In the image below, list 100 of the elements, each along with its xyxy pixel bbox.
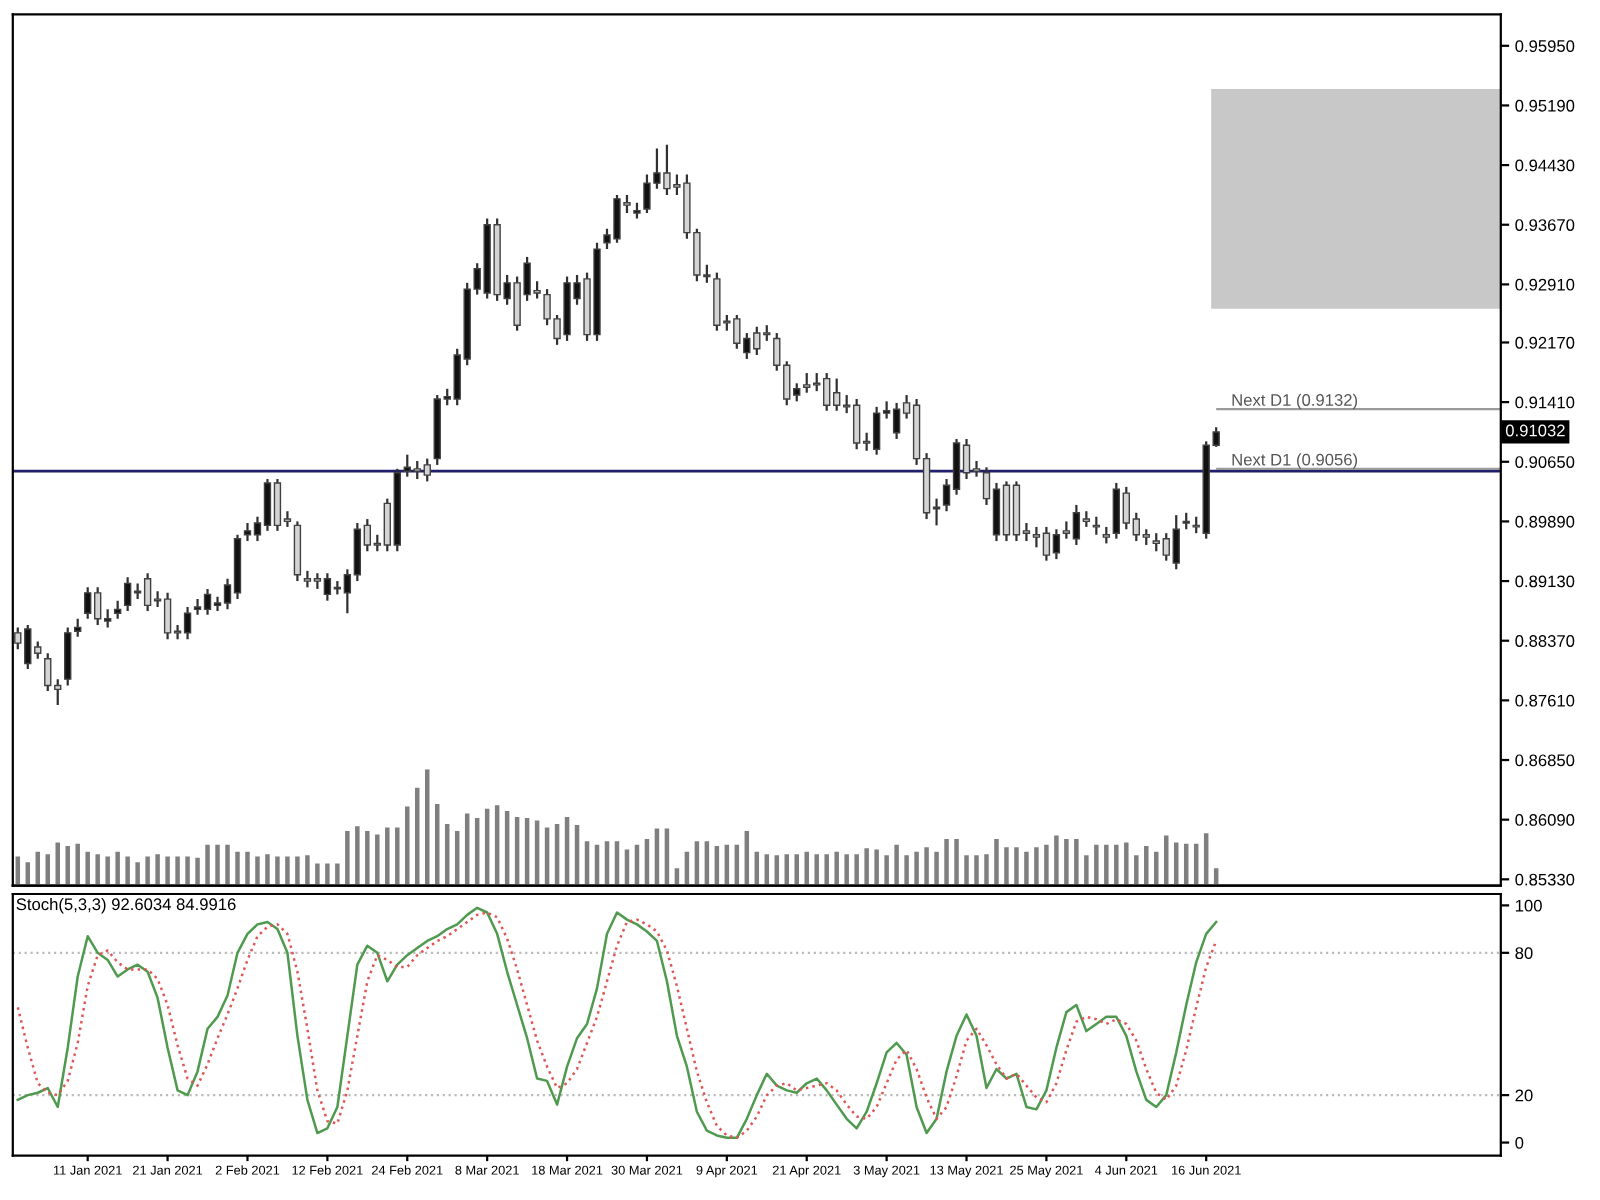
bar: [405, 806, 410, 886]
bar: [145, 856, 150, 886]
bar: [1114, 844, 1119, 886]
y-tick-label: 100: [1515, 899, 1542, 912]
bar: [265, 854, 270, 886]
bar: [844, 854, 849, 886]
y-tick-label: 0.88370: [1515, 635, 1575, 647]
bar: [1084, 855, 1089, 886]
bar: [944, 839, 949, 886]
bar: [904, 855, 909, 886]
bar: [834, 851, 839, 886]
bar: [1014, 847, 1019, 886]
bar: [1044, 844, 1049, 886]
bar: [914, 851, 919, 886]
bar: [1074, 839, 1079, 886]
y-tick-label: 0.89890: [1515, 515, 1575, 528]
bar: [1134, 855, 1139, 886]
candlestick: [64, 626, 72, 687]
candlestick: [1092, 515, 1101, 536]
bar: [195, 857, 200, 886]
bar: [85, 851, 90, 886]
bar: [1104, 844, 1109, 886]
bar: [155, 854, 160, 886]
bar: [205, 844, 210, 886]
bar: [954, 839, 959, 886]
chart-title: Stoch(5,3,3) 92.6034 84.9916: [16, 897, 236, 914]
bar: [355, 826, 360, 886]
bar: [395, 827, 400, 886]
bar: [1064, 839, 1069, 886]
bar: [365, 830, 370, 886]
bar: [924, 847, 929, 886]
bar: [934, 851, 939, 886]
bar: [335, 863, 340, 886]
y-tick-label: 0.92910: [1515, 278, 1575, 291]
bar: [964, 855, 969, 886]
bar: [1034, 847, 1039, 886]
bar: [215, 844, 220, 886]
bar: [245, 851, 250, 886]
y-tick-label: 0.92170: [1515, 336, 1575, 349]
bar: [874, 849, 879, 886]
bar: [255, 856, 260, 886]
bar: [135, 862, 140, 886]
bar: [285, 856, 290, 886]
bar: [1094, 844, 1099, 886]
bar: [345, 830, 350, 886]
bar: [814, 854, 819, 886]
bar: [55, 842, 60, 886]
y-tick-label: 0.90650: [1515, 456, 1575, 468]
y-tick-label: 0.86090: [1515, 814, 1575, 826]
bar: [974, 855, 979, 886]
bar: [415, 787, 420, 886]
candlestick: [74, 617, 82, 638]
bar: [175, 856, 180, 886]
bar: [385, 827, 390, 886]
ref-line-label: Next D1 (0.9132): [1232, 393, 1358, 410]
ref-line-label: Next D1 (0.9056): [1232, 453, 1358, 469]
bar: [75, 843, 80, 886]
bar: [235, 851, 240, 886]
bar: [1124, 842, 1129, 886]
candlestick: [113, 599, 122, 620]
y-tick-label: 80: [1515, 947, 1533, 960]
bar: [375, 834, 380, 886]
bar: [894, 844, 899, 886]
y-tick-label: 0.91410: [1515, 396, 1575, 409]
bar: [165, 856, 170, 886]
bar: [864, 848, 869, 886]
bar: [305, 855, 310, 886]
bar: [1054, 835, 1059, 886]
bar: [1004, 847, 1009, 886]
bar: [994, 839, 999, 886]
bar: [804, 851, 809, 886]
bar: [1024, 851, 1029, 886]
bar: [275, 856, 280, 886]
bar: [1144, 846, 1149, 886]
bar: [225, 844, 230, 886]
bar: [824, 854, 829, 886]
y-tick-label: 0.86850: [1515, 754, 1575, 767]
bar: [185, 856, 190, 886]
bar: [115, 851, 120, 886]
bar: [65, 846, 70, 886]
y-tick-label: 0.95190: [1515, 99, 1575, 112]
bar: [794, 854, 799, 886]
text: 0.91032: [1505, 424, 1565, 437]
bar: [325, 863, 330, 886]
bar: [984, 854, 989, 886]
bar: [1154, 851, 1159, 886]
y-tick-label: 20: [1515, 1089, 1533, 1102]
y-tick-label: 0.95950: [1515, 40, 1575, 52]
bar: [95, 854, 100, 886]
bar: [884, 855, 889, 886]
y-tick-label: 0.93670: [1515, 219, 1575, 231]
bar: [315, 863, 320, 886]
bar: [125, 856, 130, 886]
bar: [854, 854, 859, 886]
bar: [295, 856, 300, 886]
bar: [105, 856, 110, 886]
y-tick-label: 0.85330: [1515, 873, 1575, 886]
y-tick-label: 0.94430: [1515, 159, 1575, 172]
y-tick-label: 0: [1515, 1136, 1524, 1149]
y-tick-label: 0.89130: [1515, 575, 1575, 588]
